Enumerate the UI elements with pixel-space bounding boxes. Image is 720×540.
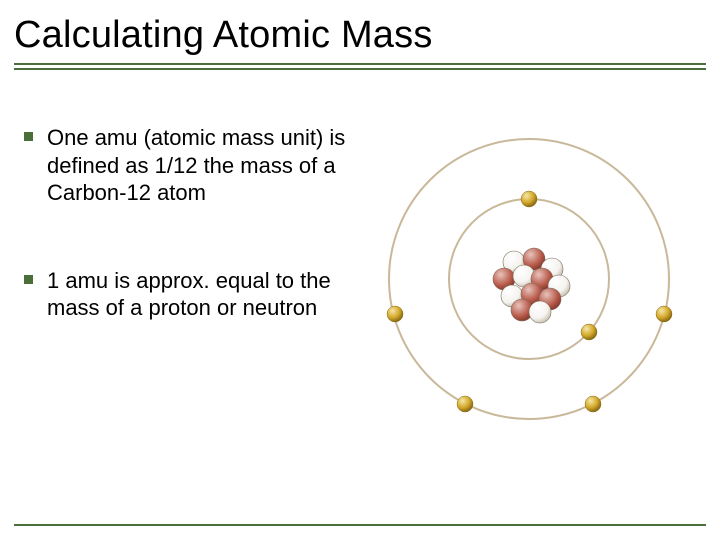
bullet-marker-icon bbox=[24, 132, 33, 141]
footer-line bbox=[14, 524, 706, 526]
bullet-item: One amu (atomic mass unit) is defined as… bbox=[24, 124, 364, 207]
atom-diagram bbox=[364, 124, 706, 464]
bullet-marker-icon bbox=[24, 275, 33, 284]
atom-svg bbox=[364, 104, 694, 464]
slide: Calculating Atomic Mass One amu (atomic … bbox=[0, 0, 720, 540]
title-block: Calculating Atomic Mass bbox=[14, 12, 706, 76]
bullet-item: 1 amu is approx. equal to the mass of a … bbox=[24, 267, 364, 322]
bullet-text: 1 amu is approx. equal to the mass of a … bbox=[47, 267, 364, 322]
title-underline bbox=[14, 63, 706, 70]
bullet-text: One amu (atomic mass unit) is defined as… bbox=[47, 124, 364, 207]
bullet-list: One amu (atomic mass unit) is defined as… bbox=[14, 124, 364, 464]
content-row: One amu (atomic mass unit) is defined as… bbox=[14, 124, 706, 464]
slide-title: Calculating Atomic Mass bbox=[14, 14, 706, 57]
